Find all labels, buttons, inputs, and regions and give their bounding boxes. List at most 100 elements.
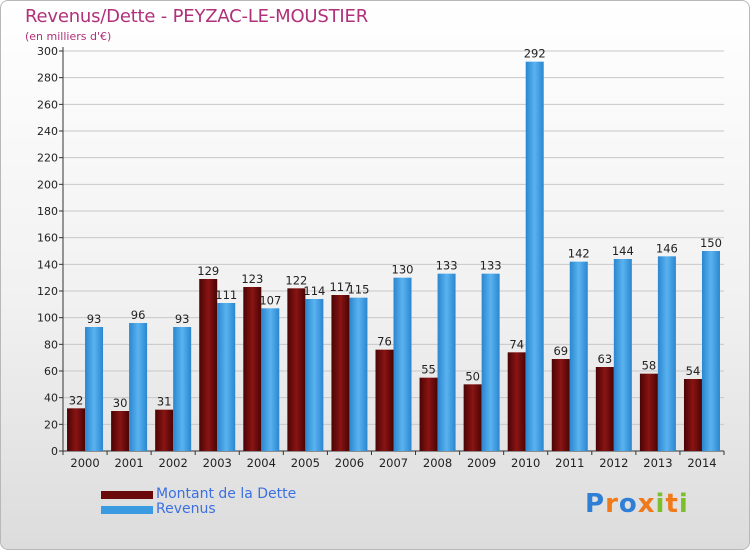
data-label-revenus: 146 — [656, 241, 678, 255]
bar-revenus — [481, 273, 500, 451]
y-tick-label: 220 — [37, 152, 58, 165]
legend-label-revenus: Revenus — [156, 501, 216, 517]
data-label-dette: 76 — [377, 335, 392, 349]
bar-revenus — [173, 327, 192, 451]
data-label-revenus: 130 — [392, 263, 414, 277]
data-label-revenus: 150 — [700, 236, 722, 250]
bar-revenus — [349, 297, 368, 451]
data-label-revenus: 93 — [175, 312, 190, 326]
bar-dette — [507, 352, 526, 451]
y-tick-label: 60 — [44, 365, 58, 378]
data-label-revenus: 142 — [568, 247, 590, 261]
data-label-dette: 74 — [509, 337, 524, 351]
x-tick-label: 2003 — [203, 456, 232, 470]
y-tick-label: 100 — [37, 312, 58, 325]
data-label-revenus: 115 — [347, 283, 369, 297]
data-label-revenus: 96 — [131, 308, 146, 322]
data-label-revenus: 133 — [436, 259, 458, 273]
legend-swatch-revenus — [101, 506, 153, 514]
y-tick-label: 120 — [37, 285, 58, 298]
legend-label-dette: Montant de la Dette — [156, 486, 297, 502]
data-label-revenus: 292 — [524, 47, 546, 61]
bar-revenus — [701, 251, 720, 451]
x-tick-label: 2000 — [70, 456, 99, 470]
bar-dette — [243, 287, 262, 451]
x-tick-label: 2007 — [379, 456, 408, 470]
data-label-revenus: 114 — [303, 284, 325, 298]
logo-letter: r — [605, 489, 619, 519]
y-tick-label: 180 — [37, 205, 58, 218]
bar-revenus — [305, 299, 324, 451]
data-label-dette: 69 — [553, 344, 568, 358]
legend-swatch-dette — [101, 491, 153, 499]
bar-revenus — [129, 323, 148, 451]
y-tick-label: 200 — [37, 178, 58, 191]
logo-letter: P — [585, 489, 606, 519]
x-tick-label: 2004 — [247, 456, 276, 470]
data-label-dette: 31 — [157, 395, 172, 409]
data-label-dette: 32 — [69, 393, 84, 407]
bar-revenus — [657, 256, 676, 451]
logo-letter: i — [678, 489, 689, 519]
bar-revenus — [85, 327, 104, 451]
data-label-revenus: 107 — [259, 293, 281, 307]
bar-dette — [331, 295, 350, 451]
bar-dette — [111, 411, 130, 451]
data-label-dette: 30 — [113, 396, 128, 410]
logo-letter: t — [665, 489, 679, 519]
bar-dette — [683, 379, 702, 451]
data-label-dette: 117 — [329, 280, 351, 294]
data-label-dette: 54 — [686, 364, 701, 378]
chart-title: Revenus/Dette - PEYZAC-LE-MOUSTIER — [25, 6, 369, 27]
y-tick-label: 260 — [37, 98, 58, 111]
bar-dette — [551, 359, 570, 451]
bar-dette — [67, 408, 86, 451]
bar-dette — [419, 377, 438, 451]
y-tick-label: 240 — [37, 125, 58, 138]
data-label-dette: 50 — [465, 369, 480, 383]
data-label-dette: 58 — [642, 359, 657, 373]
bar-dette — [155, 409, 174, 451]
y-tick-label: 0 — [51, 445, 58, 458]
bar-dette — [595, 367, 614, 451]
bar-dette — [639, 373, 658, 451]
y-tick-label: 20 — [44, 418, 58, 431]
x-tick-label: 2006 — [335, 456, 364, 470]
x-tick-label: 2009 — [467, 456, 496, 470]
x-tick-label: 2012 — [599, 456, 628, 470]
bar-revenus — [217, 303, 236, 451]
x-tick-label: 2001 — [114, 456, 143, 470]
y-tick-label: 300 — [37, 45, 58, 58]
bar-revenus — [569, 261, 588, 451]
y-tick-label: 80 — [44, 338, 58, 351]
bar-dette — [463, 384, 482, 451]
x-tick-label: 2008 — [423, 456, 452, 470]
x-tick-label: 2011 — [555, 456, 584, 470]
logo-letter: o — [618, 489, 638, 519]
y-tick-label: 280 — [37, 72, 58, 85]
logo-letter: i — [655, 489, 666, 519]
bar-dette — [199, 279, 218, 451]
bar-revenus — [437, 273, 456, 451]
data-label-dette: 122 — [285, 273, 307, 287]
data-label-revenus: 144 — [612, 244, 634, 258]
x-tick-label: 2002 — [159, 456, 188, 470]
bar-revenus — [613, 259, 632, 451]
data-label-dette: 55 — [421, 363, 436, 377]
bar-revenus — [393, 277, 412, 451]
proxiti-logo: Proxiti — [585, 489, 689, 519]
y-tick-label: 160 — [37, 232, 58, 245]
data-label-revenus: 93 — [87, 312, 102, 326]
bar-dette — [287, 288, 306, 451]
x-tick-label: 2010 — [511, 456, 540, 470]
chart-subtitle: (en milliers d'€) — [25, 30, 112, 43]
y-tick-label: 40 — [44, 392, 58, 405]
bar-revenus — [525, 61, 544, 452]
x-tick-label: 2013 — [643, 456, 672, 470]
bar-dette — [375, 349, 394, 451]
data-label-dette: 63 — [598, 352, 613, 366]
data-label-dette: 129 — [197, 264, 219, 278]
logo-letter: x — [637, 489, 656, 519]
